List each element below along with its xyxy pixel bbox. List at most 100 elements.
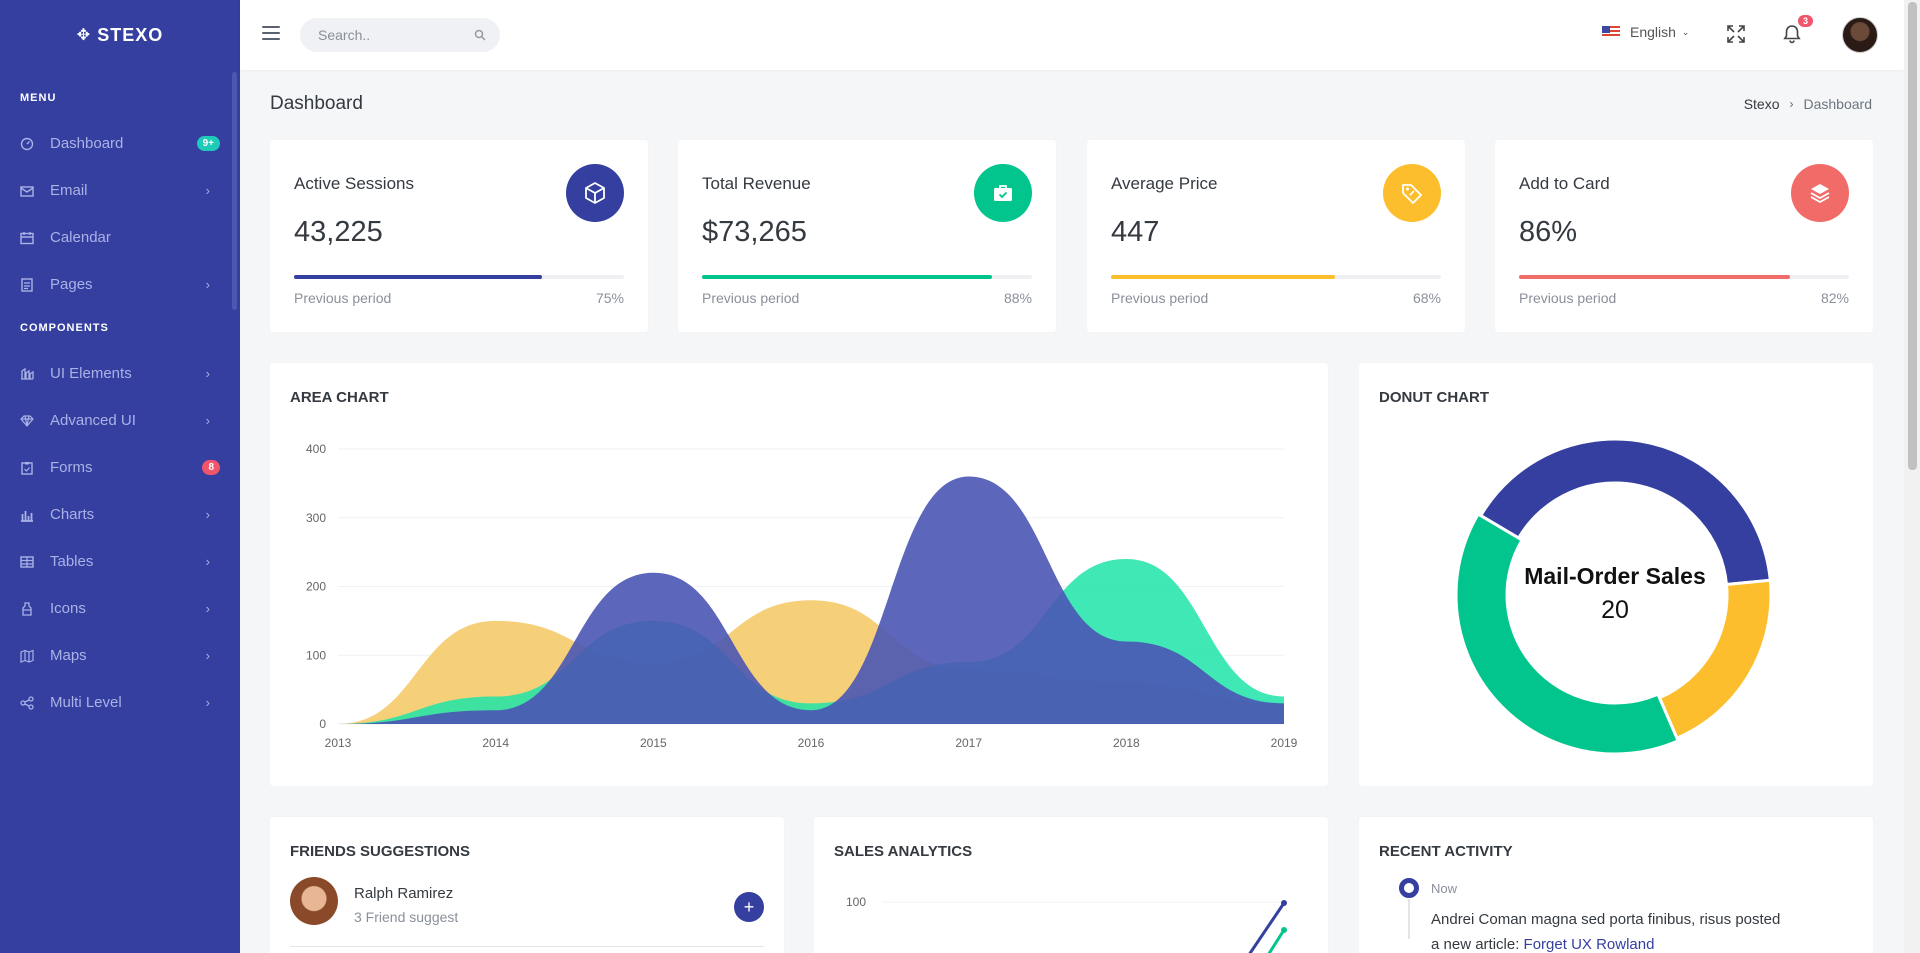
stat-prev-label: Previous period [1111,290,1209,306]
donut-slice-0[interactable] [1478,437,1772,587]
friend-name[interactable]: Ralph Ramirez [354,885,454,902]
sidebar-item-calendar[interactable]: Calendar [0,214,240,261]
x-tick-label: 2017 [955,736,982,750]
card-title: DONUT CHART [1379,389,1489,406]
y-tick-label: 0 [319,717,326,731]
y-tick-label: 200 [306,580,326,594]
sidebar-item-pages[interactable]: Pages › [0,261,240,308]
x-tick-label: 2015 [640,736,667,750]
notification-badge: 3 [1798,15,1814,27]
timeline-line [1408,899,1410,939]
mail-icon [20,184,34,198]
area-series-2[interactable] [338,476,1284,725]
sidebar-item-label: Dashboard [50,135,124,152]
fullscreen-icon[interactable] [1724,22,1748,46]
y-tick-label: 100 [846,895,867,909]
sidebar-item-label: UI Elements [50,365,132,382]
x-tick-label: 2013 [325,736,352,750]
sidebar-item-label: Email [50,182,88,199]
sidebar-item-icons[interactable]: Icons › [0,585,240,632]
stat-percent: 68% [1412,290,1441,306]
map-icon [20,649,34,663]
briefcase-icon [974,164,1032,222]
chevron-right-icon: › [205,601,210,616]
sidebar-item-maps[interactable]: Maps › [0,632,240,679]
chevron-right-icon: › [205,507,210,522]
bottle-icon [20,601,34,616]
donut-slice-2[interactable] [1454,512,1681,756]
stat-progress-bar [1111,275,1336,279]
friends-suggestions-card: FRIENDS SUGGESTIONS Ralph Ramirez 3 Frie… [270,817,784,953]
sidebar-item-email[interactable]: Email › [0,167,240,214]
y-tick-label: 100 [306,648,326,662]
avatar[interactable] [1842,17,1878,53]
avatar[interactable] [290,877,338,925]
menu-list: Dashboard 9+ Email › Calendar Pages › [0,120,240,308]
breadcrumb-home[interactable]: Stexo [1743,96,1780,112]
page-scrollbar[interactable] [1904,0,1920,953]
stack-icon [1791,164,1849,222]
search-icon[interactable] [474,29,486,41]
language-label: English [1630,24,1676,40]
stat-prev-label: Previous period [1519,290,1617,306]
stat-title: Average Price [1111,174,1218,193]
sidebar-item-charts[interactable]: Charts › [0,491,240,538]
layers-icon [20,367,34,381]
stat-title: Add to Card [1519,174,1610,193]
stat-value: $73,265 [702,216,807,248]
recent-activity-card: RECENT ACTIVITY Now Andrei Coman magna s… [1359,817,1873,953]
sales-series-0[interactable] [1234,902,1286,953]
chevron-right-icon: › [205,648,210,663]
activity-body: Andrei Coman magna sed porta finibus, ri… [1431,911,1781,953]
menu-toggle-icon[interactable] [262,26,280,40]
count-badge: 9+ [196,136,220,151]
sales-series-1[interactable] [1254,929,1286,953]
components-list: UI Elements › Advanced UI › Forms 8 Charts › Tab… [0,350,240,726]
sidebar: ✥ STEXO MENU Dashboard 9+ Email › Calendar Pa… [0,0,240,953]
chevron-right-icon: › [205,183,210,198]
us-flag-icon [1602,26,1620,38]
donut-center-label: Mail-Order Sales 20 [1515,563,1715,625]
calendar-icon [20,231,34,245]
sidebar-item-label: Calendar [50,229,111,246]
area-chart: 0 100 200 300 400 2013 2014 2015 2016 2017 2018 201… [306,442,1298,750]
x-tick-label: 2016 [798,736,825,750]
search-box [300,18,500,52]
share-icon [20,695,34,710]
sales-point-1[interactable] [1281,927,1287,933]
bar-chart-icon [20,508,34,522]
activity-link[interactable]: Forget UX Rowland [1523,936,1655,953]
sales-chart [882,900,1287,953]
donut-chart [1454,437,1773,756]
dashboard-icon [20,137,34,151]
diamond-icon [20,414,34,428]
sidebar-item-dashboard[interactable]: Dashboard 9+ [0,120,240,167]
stat-title: Total Revenue [702,174,811,193]
move-icon: ✥ [76,27,92,44]
sidebar-item-multi-level[interactable]: Multi Level › [0,679,240,726]
donut-center-value: 20 [1601,596,1629,624]
sidebar-item-label: Pages [50,276,93,293]
brand-logo[interactable]: ✥ STEXO [0,0,240,70]
language-selector[interactable]: English ⌄ [1602,24,1689,40]
brand-name: STEXO [97,24,164,45]
timeline-dot [1399,878,1419,898]
table-icon [20,555,34,569]
sidebar-item-label: Multi Level [50,694,122,711]
sidebar-item-tables[interactable]: Tables › [0,538,240,585]
stat-title: Active Sessions [294,174,414,193]
sidebar-scrollbar[interactable] [232,72,237,310]
search-input[interactable] [300,18,500,52]
stat-card-add-to-card: Add to Card 86% Previous period 82% [1495,140,1873,332]
breadcrumb-current: Dashboard [1803,96,1873,112]
bell-icon[interactable] [1780,22,1804,46]
stat-percent: 75% [595,290,624,306]
sidebar-item-forms[interactable]: Forms 8 [0,444,240,491]
add-friend-button[interactable]: + [734,892,764,922]
sidebar-item-advanced-ui[interactable]: Advanced UI › [0,397,240,444]
sidebar-item-label: Charts [50,506,95,523]
sales-point-0[interactable] [1281,900,1287,906]
donut-center-name: Mail-Order Sales [1524,563,1706,589]
stat-percent: 88% [1003,290,1032,306]
sidebar-item-ui-elements[interactable]: UI Elements › [0,350,240,397]
